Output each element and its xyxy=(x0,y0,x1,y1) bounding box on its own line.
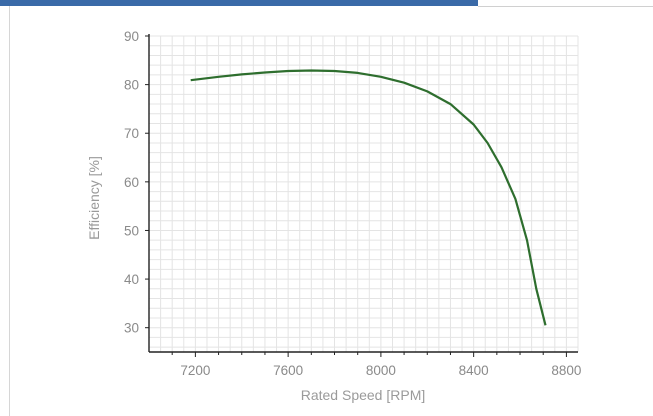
x-tick-label: 8800 xyxy=(551,363,581,378)
y-tick-label: 30 xyxy=(124,321,139,336)
efficiency-series-line xyxy=(190,69,547,326)
header-accent-bar xyxy=(0,0,478,6)
y-tick-label: 40 xyxy=(124,272,139,287)
y-tick-label: 50 xyxy=(124,223,139,238)
y-tick-label: 60 xyxy=(124,175,139,190)
x-tick-label: 8000 xyxy=(366,363,396,378)
y-tick-label: 70 xyxy=(124,126,139,141)
y-tick-label: 80 xyxy=(124,78,139,93)
x-axis-label: Rated Speed [RPM] xyxy=(301,387,426,403)
y-tick-label: 90 xyxy=(124,29,139,44)
chart-panel xyxy=(9,6,653,416)
y-axis-label: Efficiency [%] xyxy=(86,156,102,240)
header-divider xyxy=(478,6,653,7)
x-tick-label: 7600 xyxy=(273,363,303,378)
x-tick-label: 7200 xyxy=(180,363,210,378)
x-tick-label: 8400 xyxy=(459,363,489,378)
chart-tick-labels: 30 40 50 60 70 80 90 7200 7600 8000 8400 8800 xyxy=(124,29,581,378)
chart-axes xyxy=(145,34,578,357)
chart-grid xyxy=(148,35,579,352)
plot-background xyxy=(149,36,578,352)
chart-series xyxy=(190,69,547,326)
